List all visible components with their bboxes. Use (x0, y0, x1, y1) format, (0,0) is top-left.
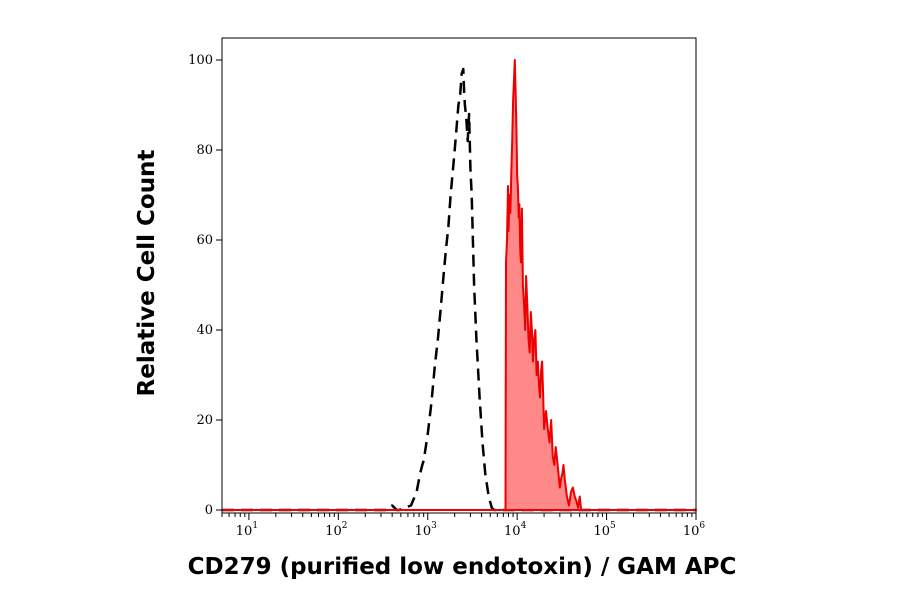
series-1-dashed-histogram (222, 67, 696, 512)
x-tick-label: 106 (683, 521, 706, 539)
x-axis-title: CD279 (purified low endotoxin) / GAM APC (188, 554, 737, 580)
x-tick-label: 103 (415, 521, 438, 539)
x-tick-label: 104 (504, 521, 527, 539)
y-tick-label: 0 (205, 503, 213, 518)
y-tick-label: 20 (196, 413, 213, 428)
y-tick-label: 60 (196, 233, 213, 248)
series-layer (221, 59, 697, 512)
y-axis: 0 20 40 60 80 100 (188, 53, 222, 518)
y-tick-label: 100 (188, 53, 213, 68)
series-2-filled-histogram (221, 59, 697, 511)
plot-area-frame (221, 37, 697, 514)
x-tick-label: 105 (593, 521, 616, 539)
y-tick-label: 80 (196, 143, 213, 158)
y-tick-label: 40 (196, 323, 213, 338)
y-axis-title: Relative Cell Count (134, 150, 160, 397)
x-tick-label: 102 (325, 521, 347, 539)
x-axis: 101 102 103 104 105 106 (221, 513, 706, 539)
x-tick-label: 101 (236, 521, 258, 539)
